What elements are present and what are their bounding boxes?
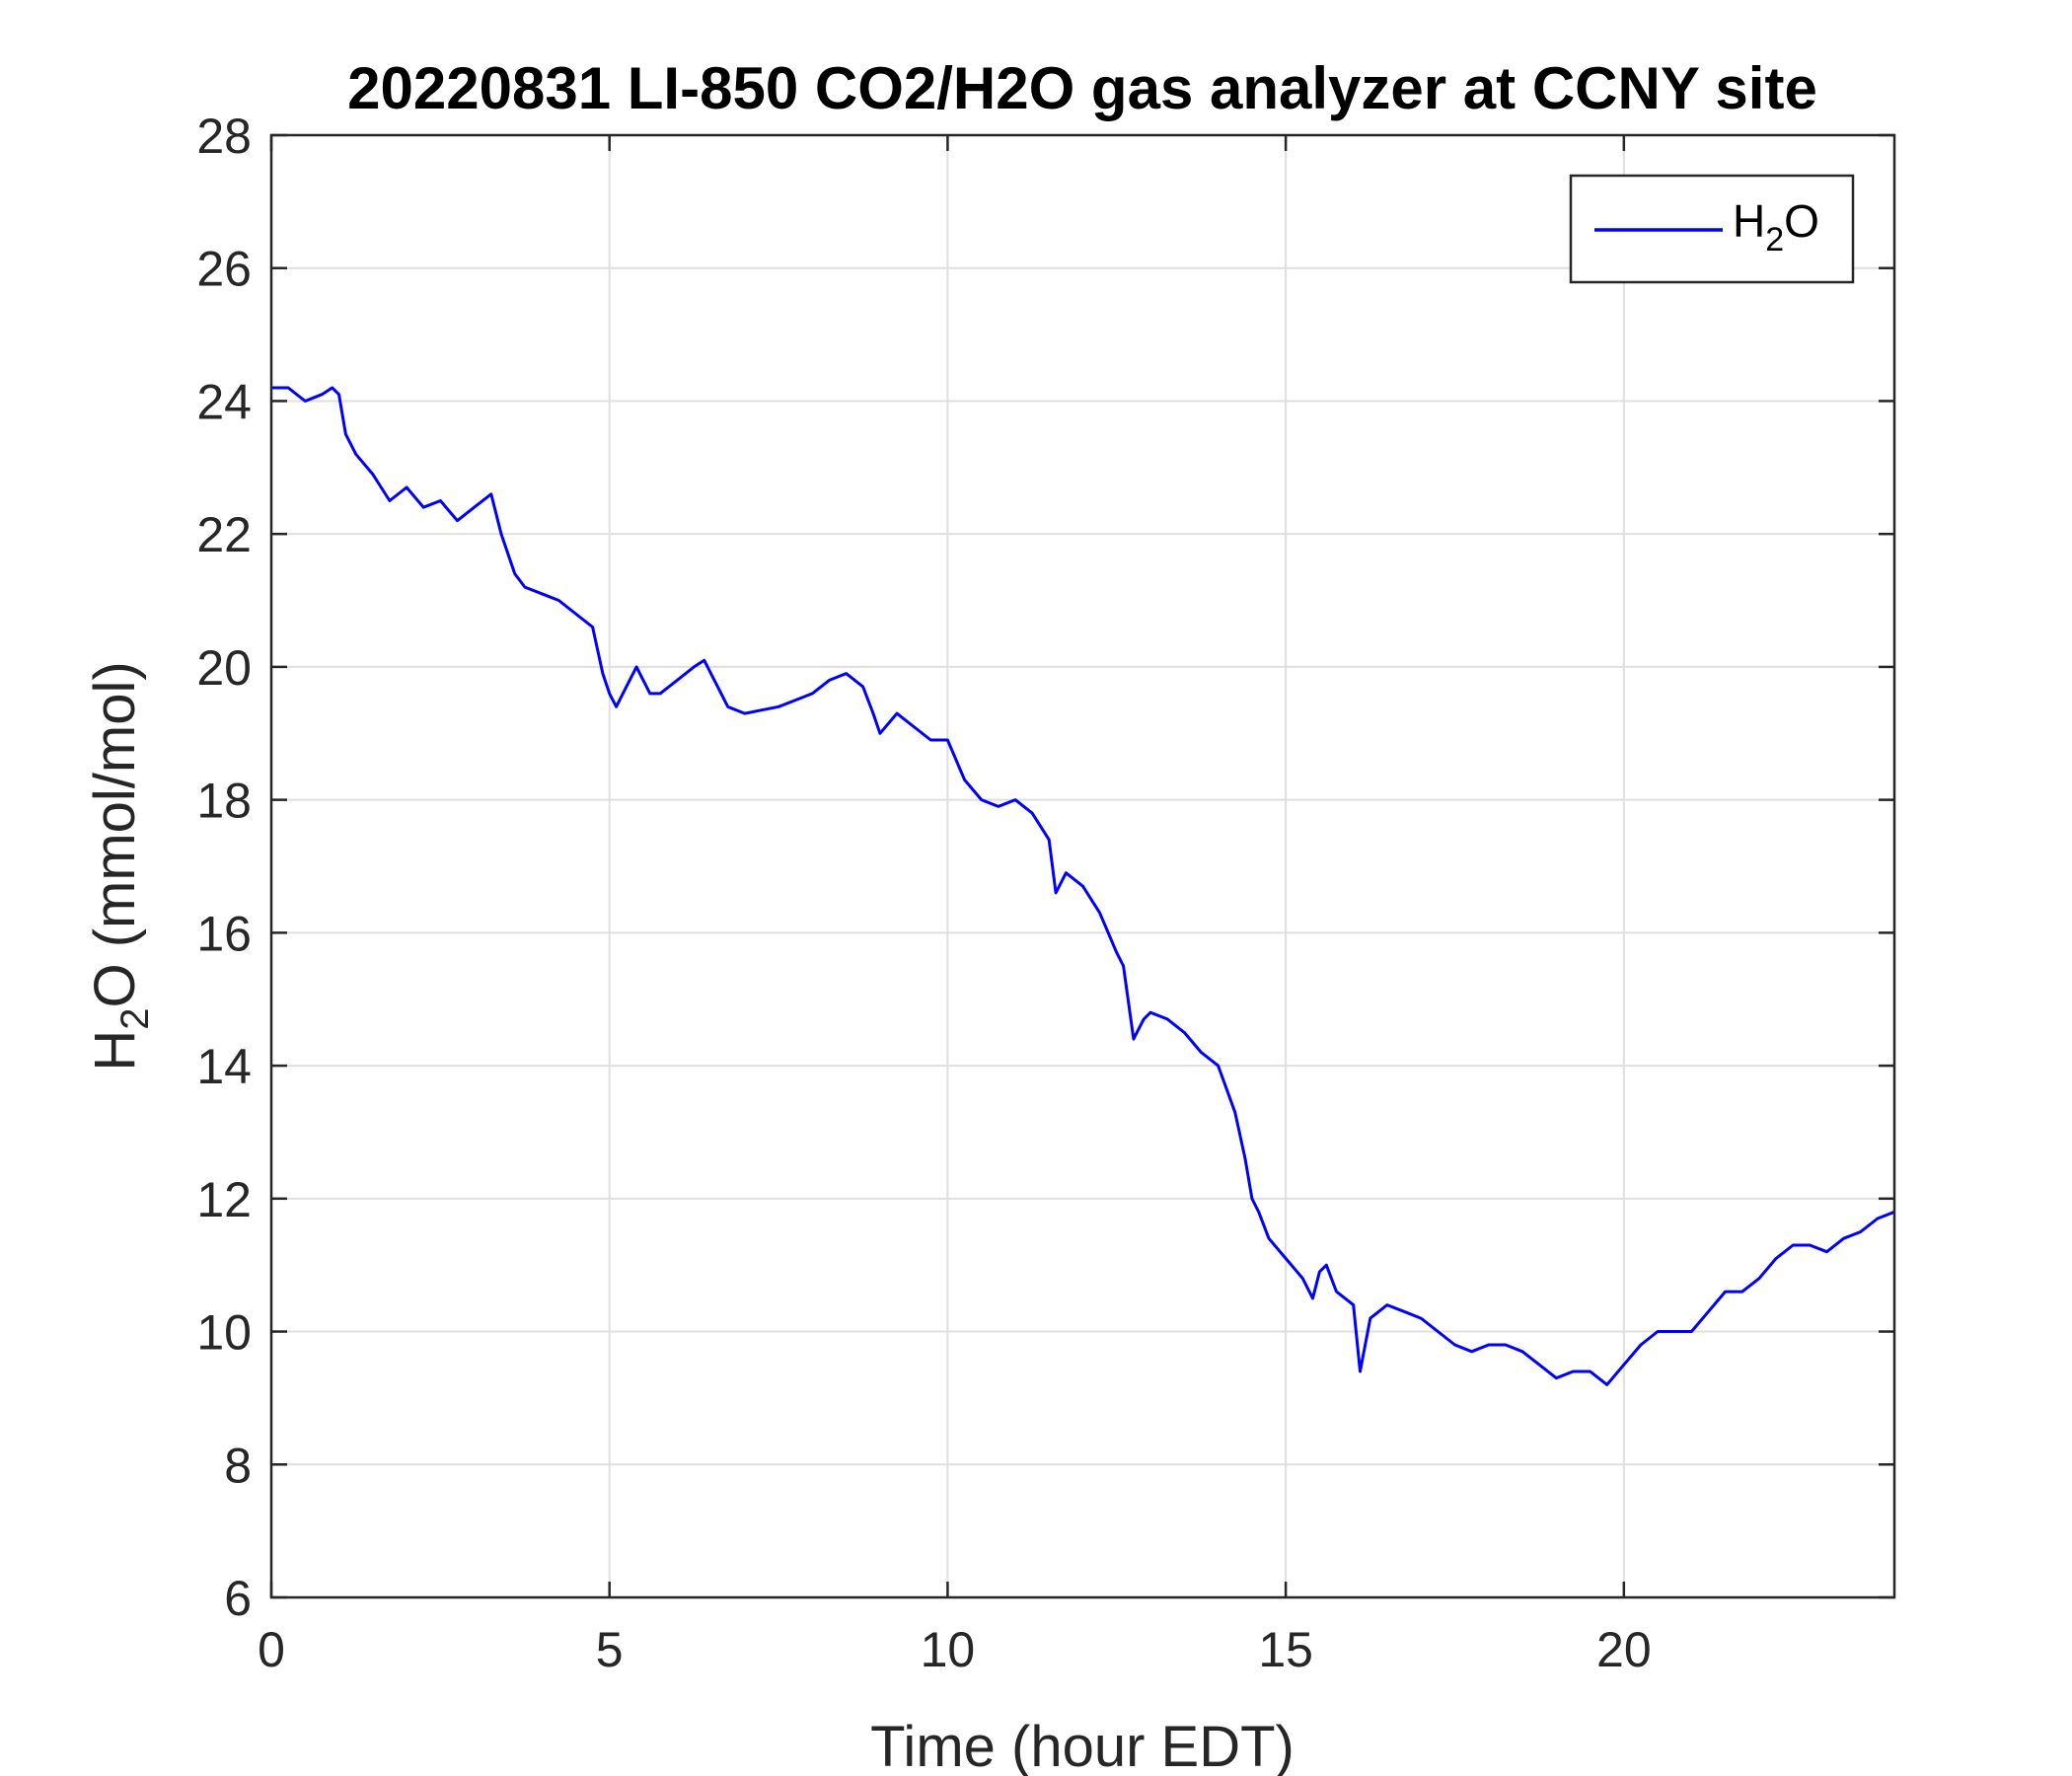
y-tick-label: 28 (196, 109, 252, 164)
y-axis-label-rest: O (mmol/mol) (83, 661, 147, 1007)
x-tick-label: 20 (1596, 1622, 1652, 1677)
x-tick-label: 0 (258, 1622, 285, 1677)
x-tick-label: 5 (596, 1622, 624, 1677)
grid-lines (271, 135, 1894, 1597)
y-tick-label: 10 (196, 1305, 252, 1361)
y-tick-label: 6 (224, 1571, 252, 1626)
y-tick-label: 16 (196, 906, 252, 961)
y-axis-label-subscript: 2 (113, 1008, 157, 1030)
series-line-h2o (271, 386, 1895, 1386)
x-axis-label: Time (hour EDT) (870, 1715, 1295, 1776)
x-tick-label: 15 (1258, 1622, 1313, 1677)
x-tick-label: 10 (921, 1622, 976, 1677)
legend-label: H2O (1733, 195, 1819, 259)
y-tick-label: 26 (196, 242, 252, 297)
y-tick-label: 18 (196, 774, 252, 829)
y-tick-label: 14 (196, 1039, 252, 1094)
y-tick-label: 20 (196, 640, 252, 696)
legend-label-base: H (1733, 195, 1765, 247)
chart-title: 20220831 LI-850 CO2/H2O gas analyzer at … (347, 55, 1817, 121)
plot-box (269, 133, 1896, 1599)
legend-label-subscript: 2 (1765, 221, 1784, 259)
y-axis-label: H2O (mmol/mol) (83, 661, 157, 1071)
y-tick-label: 22 (196, 507, 252, 562)
y-tick-label: 12 (196, 1172, 252, 1227)
y-tick-label: 24 (196, 374, 252, 429)
y-tick-label: 8 (224, 1438, 252, 1493)
plot-area (271, 135, 1894, 1597)
axis-ticks (269, 133, 1894, 1599)
tick-labels: 0 5 10 15 20 6 8 10 12 14 16 18 20 22 24 26 28 (196, 109, 1651, 1677)
legend-label-rest: O (1784, 195, 1819, 247)
series-group (271, 386, 1895, 1386)
y-axis-label-base: H (83, 1030, 147, 1072)
legend: H2O (1569, 174, 1855, 284)
